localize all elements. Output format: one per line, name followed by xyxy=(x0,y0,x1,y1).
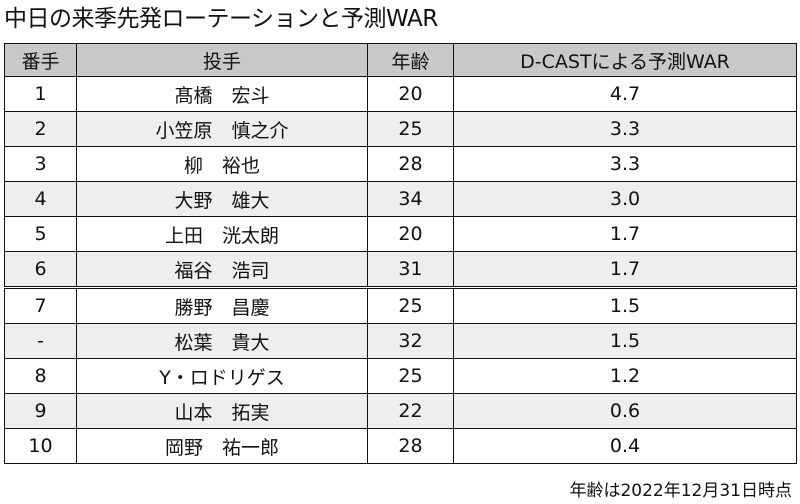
war-cell: 1.5 xyxy=(453,323,797,359)
war-cell: 0.4 xyxy=(453,428,797,464)
age-cell: 28 xyxy=(367,146,454,182)
war-cell: 3.3 xyxy=(453,146,797,182)
pitcher-cell: 勝野 昌慶 xyxy=(76,286,368,324)
rank-cell: 5 xyxy=(4,216,77,252)
table-row: 3 柳 裕也 28 3.3 xyxy=(4,146,797,182)
war-cell: 1.2 xyxy=(453,358,797,394)
table-row: 8 Y・ロドリゲス 25 1.2 xyxy=(4,358,797,394)
rank-cell: 3 xyxy=(4,146,77,182)
pitcher-cell: 福谷 浩司 xyxy=(76,251,368,288)
rank-cell: 9 xyxy=(4,393,77,429)
table-row: 9 山本 拓実 22 0.6 xyxy=(4,393,797,429)
war-cell: 4.7 xyxy=(453,76,797,112)
pitcher-cell: 小笠原 慎之介 xyxy=(76,111,368,147)
rank-cell: 6 xyxy=(4,251,77,288)
table-header-row: 番手 投手 年齢 D-CASTによる予測WAR xyxy=(4,43,797,77)
footnote: 年齢は2022年12月31日時点 xyxy=(569,481,792,501)
war-cell: 0.6 xyxy=(453,393,797,429)
pitcher-cell: 松葉 貴大 xyxy=(76,323,368,359)
age-cell: 25 xyxy=(367,286,454,324)
table-row: 5 上田 洸太朗 20 1.7 xyxy=(4,216,797,252)
pitcher-cell: 上田 洸太朗 xyxy=(76,216,368,252)
war-cell: 1.7 xyxy=(453,251,797,288)
header-pitcher: 投手 xyxy=(76,43,368,77)
pitcher-cell: 山本 拓実 xyxy=(76,393,368,429)
pitcher-cell: 髙橋 宏斗 xyxy=(76,76,368,112)
table-row: 6 福谷 浩司 31 1.7 xyxy=(4,251,797,288)
rank-cell: - xyxy=(4,323,77,359)
pitcher-cell: 大野 雄大 xyxy=(76,181,368,217)
age-cell: 25 xyxy=(367,111,454,147)
war-cell: 3.3 xyxy=(453,111,797,147)
rank-cell: 4 xyxy=(4,181,77,217)
age-cell: 25 xyxy=(367,358,454,394)
war-table: 番手 投手 年齢 D-CASTによる予測WAR 1 髙橋 宏斗 20 4.7 2… xyxy=(4,43,797,464)
rank-cell: 7 xyxy=(4,286,77,324)
age-cell: 34 xyxy=(367,181,454,217)
war-cell: 1.5 xyxy=(453,286,797,324)
header-age: 年齢 xyxy=(367,43,454,77)
pitcher-cell: 柳 裕也 xyxy=(76,146,368,182)
pitcher-cell: 岡野 祐一郎 xyxy=(76,428,368,464)
header-war: D-CASTによる予測WAR xyxy=(453,43,797,77)
header-rank: 番手 xyxy=(4,43,77,77)
age-cell: 20 xyxy=(367,216,454,252)
table-row: 1 髙橋 宏斗 20 4.7 xyxy=(4,76,797,112)
table-row: 2 小笠原 慎之介 25 3.3 xyxy=(4,111,797,147)
page-title: 中日の来季先発ローテーションと予測WAR xyxy=(4,6,438,32)
table-row: - 松葉 貴大 32 1.5 xyxy=(4,323,797,359)
age-cell: 22 xyxy=(367,393,454,429)
table-row: 10 岡野 祐一郎 28 0.4 xyxy=(4,428,797,464)
war-cell: 1.7 xyxy=(453,216,797,252)
table-row: 4 大野 雄大 34 3.0 xyxy=(4,181,797,217)
rank-cell: 8 xyxy=(4,358,77,394)
rank-cell: 10 xyxy=(4,428,77,464)
table-row: 7 勝野 昌慶 25 1.5 xyxy=(4,286,797,324)
age-cell: 28 xyxy=(367,428,454,464)
pitcher-cell: Y・ロドリゲス xyxy=(76,358,368,394)
war-cell: 3.0 xyxy=(453,181,797,217)
rank-cell: 2 xyxy=(4,111,77,147)
age-cell: 31 xyxy=(367,251,454,288)
age-cell: 20 xyxy=(367,76,454,112)
rank-cell: 1 xyxy=(4,76,77,112)
age-cell: 32 xyxy=(367,323,454,359)
